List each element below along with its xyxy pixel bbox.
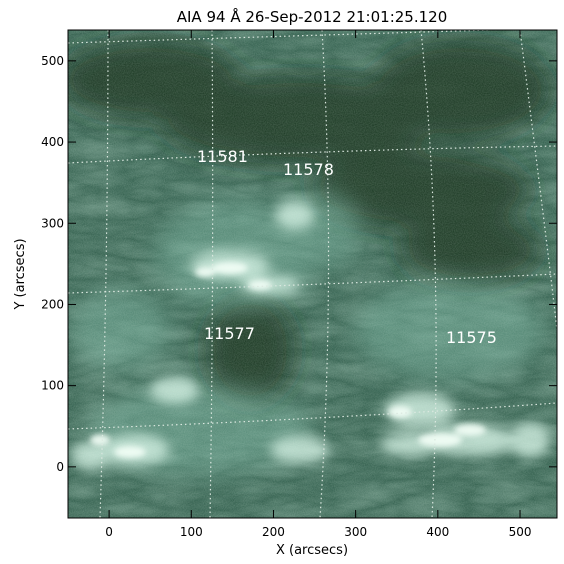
x-axis-ticks: 0 100 200 300 400 500 <box>105 30 531 539</box>
heliographic-grid <box>68 30 557 518</box>
x-axis-label: X (arcsecs) <box>276 543 348 558</box>
x-tick-label: 500 <box>509 525 532 539</box>
y-tick-label: 100 <box>41 379 64 393</box>
y-axis-label: Y (arcsecs) <box>13 238 28 310</box>
active-region-label-2: 11577 <box>204 324 255 343</box>
y-tick-label: 300 <box>41 216 64 230</box>
solar-image: 11581 11578 11577 11575 <box>68 30 557 518</box>
y-tick-label: 500 <box>41 54 64 68</box>
y-tick-label: 0 <box>56 460 64 474</box>
plot-frame <box>67 29 558 519</box>
active-region-label-3: 11575 <box>446 328 497 347</box>
image-title: AIA 94 Å 26-Sep-2012 21:01:25.120 <box>177 7 448 26</box>
x-tick-label: 0 <box>105 525 113 539</box>
x-tick-label: 300 <box>344 525 367 539</box>
active-region-label-1: 11578 <box>283 160 334 179</box>
y-tick-label: 200 <box>41 297 64 311</box>
y-tick-label: 400 <box>41 135 64 149</box>
x-tick-label: 400 <box>426 525 449 539</box>
y-axis-ticks: 0 100 200 300 400 500 <box>41 54 557 474</box>
x-tick-label: 100 <box>180 525 203 539</box>
x-tick-label: 200 <box>262 525 285 539</box>
active-region-labels: 11581 11578 11577 11575 <box>197 147 497 347</box>
active-region-label-0: 11581 <box>197 147 248 166</box>
